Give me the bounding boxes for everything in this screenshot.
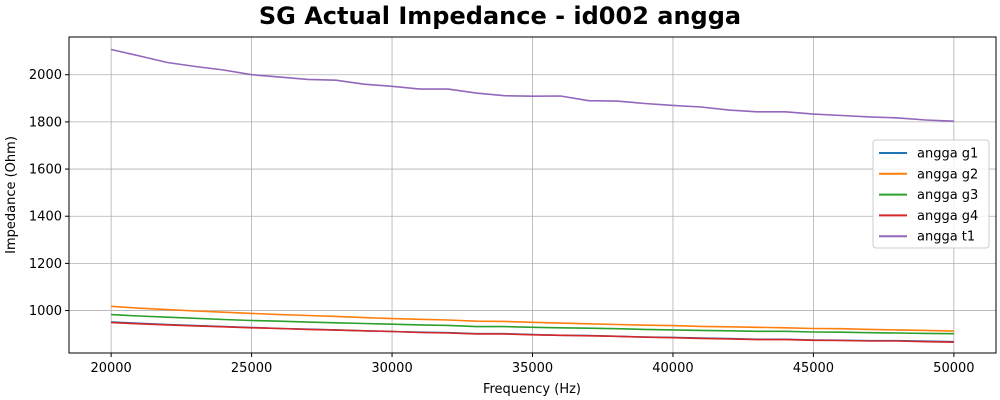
x-tick-label: 35000 (512, 361, 553, 376)
y-tick-label: 1800 (29, 115, 62, 130)
y-tick-label: 1200 (29, 257, 62, 272)
legend: angga g1 angga g2 angga g3 angga g4 angga t1 (872, 139, 990, 249)
x-tick-label: 40000 (652, 361, 693, 376)
y-tick-label: 2000 (29, 68, 62, 83)
axis-ticks: 20000 25000 30000 35000 40000 45000 50000 1000 1… (29, 68, 975, 376)
series-line-angga-g4 (111, 321, 954, 343)
legend-label-angga-t1: angga t1 (917, 230, 975, 245)
series-line-angga-t1 (110, 48, 954, 122)
x-tick-label: 20000 (90, 361, 131, 376)
y-axis-label: Impedance (Ohm) (4, 136, 19, 254)
x-tick-label: 25000 (231, 361, 272, 376)
legend-box (872, 139, 990, 249)
x-axis-label: Frequency (Hz) (483, 382, 581, 397)
x-tick-label: 45000 (793, 361, 834, 376)
y-tick-label: 1000 (29, 304, 62, 319)
series-lines (110, 48, 954, 343)
series-line-angga-g3 (111, 313, 954, 335)
legend-label-angga-g1: angga g1 (917, 147, 978, 162)
y-tick-label: 1400 (29, 210, 62, 225)
y-tick-label: 1600 (29, 163, 62, 178)
x-tick-label: 30000 (371, 361, 412, 376)
legend-label-angga-g4: angga g4 (917, 209, 978, 224)
legend-label-angga-g2: angga g2 (917, 167, 978, 182)
series-line-angga-g2 (111, 305, 954, 332)
grid-lines (69, 37, 996, 353)
chart-title: SG Actual Impedance - id002 angga (259, 2, 741, 30)
x-tick-label: 50000 (933, 361, 974, 376)
legend-label-angga-g3: angga g3 (917, 188, 978, 203)
